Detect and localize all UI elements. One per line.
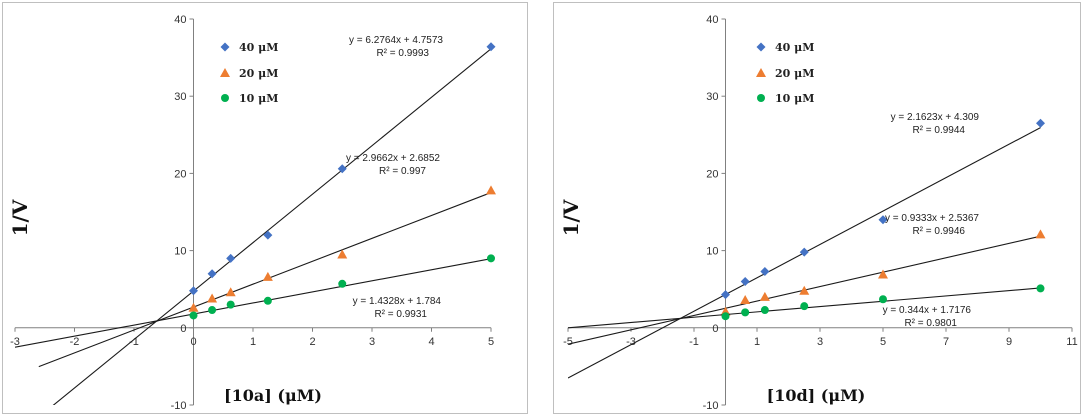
x-tick-label: 5 (880, 336, 886, 348)
data-point-40um (189, 286, 198, 296)
x-tick-label: 0 (190, 336, 196, 348)
data-point-20um (262, 271, 273, 281)
data-point-20um (225, 287, 236, 297)
trendline-r2-10um: R² = 0.9931 (374, 309, 427, 320)
trendline-40um (52, 48, 492, 405)
y-tick-label: -10 (703, 400, 719, 412)
x-tick-label: -1 (129, 336, 139, 348)
data-point-40um (721, 290, 730, 300)
legend-label-10um: 10 μM (775, 92, 814, 105)
legend-label-20um: 20 μM (775, 67, 814, 80)
data-point-10um (1036, 284, 1045, 293)
data-point-20um (799, 285, 810, 295)
data-point-40um (486, 42, 496, 52)
trendline-r2-10um: R² = 0.9801 (904, 318, 957, 329)
y-tick-label: 10 (706, 246, 718, 258)
y-tick-label: 40 (706, 14, 718, 26)
data-point-40um (760, 266, 770, 276)
data-point-10um (263, 296, 272, 305)
y-tick-label: 20 (706, 168, 718, 180)
data-point-20um (759, 291, 770, 301)
data-point-10um (721, 312, 730, 321)
data-point-40um (226, 253, 236, 263)
data-point-20um (337, 249, 348, 259)
x-tick-label: 1 (250, 336, 256, 348)
y-tick-label: 0 (180, 323, 186, 335)
legend-label-10um: 10 μM (239, 92, 278, 105)
x-tick-label: 1 (754, 336, 760, 348)
trendline-equation-20um: y = 2.9662x + 2.6852 (346, 153, 440, 164)
x-tick-label: 2 (309, 336, 315, 348)
legend-label-40um: 40 μM (775, 41, 814, 54)
data-point-10um (226, 300, 235, 309)
data-point-20um (740, 295, 751, 305)
x-axis-title: [10a] (μM) (224, 386, 322, 405)
trendline-equation-40um: y = 2.1623x + 4.309 (891, 112, 980, 123)
data-point-40um (337, 164, 347, 174)
data-point-20um (878, 269, 888, 279)
data-point-40um (740, 276, 750, 286)
y-tick-label: -10 (171, 400, 187, 412)
data-point-10um (741, 308, 750, 317)
data-point-10um (879, 295, 887, 304)
x-tick-label: 9 (1006, 336, 1012, 348)
legend-marker-20um (220, 68, 230, 77)
data-point-20um (1035, 229, 1046, 239)
data-point-20um (486, 185, 496, 195)
data-point-40um (1036, 118, 1045, 128)
data-point-20um (207, 293, 218, 303)
data-point-10um (189, 311, 198, 320)
data-point-40um (799, 247, 809, 257)
data-point-40um (263, 230, 273, 240)
x-tick-label: 4 (428, 336, 434, 348)
x-tick-label: -3 (10, 336, 20, 348)
data-point-10um (338, 279, 347, 288)
y-tick-label: 0 (712, 323, 718, 335)
x-tick-label: -1 (689, 336, 699, 348)
x-tick-label: 11 (1066, 336, 1077, 348)
data-point-40um (207, 269, 217, 279)
trendline-equation-40um: y = 6.2764x + 4.7573 (349, 35, 443, 46)
x-tick-label: 5 (488, 336, 494, 348)
x-tick-label: -3 (626, 336, 636, 348)
y-axis-title: 1/V (559, 199, 583, 236)
y-tick-label: 10 (174, 246, 186, 258)
y-tick-label: 30 (706, 91, 718, 103)
data-point-10um (800, 302, 809, 311)
trendline-equation-20um: y = 0.9333x + 2.5367 (885, 213, 979, 224)
legend-marker-20um (756, 68, 766, 77)
trendline-r2-40um: R² = 0.9993 (376, 48, 429, 59)
chart-panel-10d: -10 0 10 20 30 40 -5 -3 -1 1 3 5 7 9 11 1/V [10d] (μM) y … (553, 2, 1081, 414)
x-tick-label: 7 (943, 336, 949, 348)
y-axis-title: 1/V (8, 199, 32, 236)
y-tick-label: 30 (174, 91, 186, 103)
x-tick-label: -2 (70, 336, 80, 348)
trendline-equation-10um: y = 1.4328x + 1.784 (353, 296, 442, 307)
trendline-r2-40um: R² = 0.9944 (912, 125, 965, 136)
trendline-10um (15, 258, 492, 348)
legend-marker-10um (757, 94, 765, 102)
legend-label-20um: 20 μM (239, 67, 278, 80)
data-point-10um (760, 306, 769, 315)
trendline-equation-10um: y = 0.344x + 1.7176 (883, 305, 972, 316)
chart-panel-10a: -10 0 10 20 30 40 -3 -2 -1 0 1 2 3 4 5 1/V [10a] (μM) y =… (2, 2, 528, 414)
data-point-10um (208, 306, 217, 315)
x-axis-title: [10d] (μM) (767, 386, 866, 405)
trendline-r2-20um: R² = 0.997 (379, 166, 426, 177)
y-tick-label: 40 (174, 14, 186, 26)
y-tick-label: 20 (174, 168, 186, 180)
chart-10d: -10 0 10 20 30 40 -5 -3 -1 1 3 5 7 9 11 1/V [10d] (μM) y … (559, 14, 1078, 412)
legend-marker-40um (756, 42, 766, 52)
legend-label-40um: 40 μM (239, 41, 278, 54)
data-point-20um (188, 302, 199, 312)
x-tick-label: 3 (369, 336, 375, 348)
data-point-40um (878, 215, 888, 225)
legend-marker-10um (221, 94, 229, 102)
x-tick-label: -5 (563, 336, 573, 348)
trendline-r2-20um: R² = 0.9946 (912, 226, 965, 237)
legend-marker-40um (220, 42, 230, 52)
data-point-10um (487, 254, 495, 263)
x-tick-label: 3 (817, 336, 823, 348)
